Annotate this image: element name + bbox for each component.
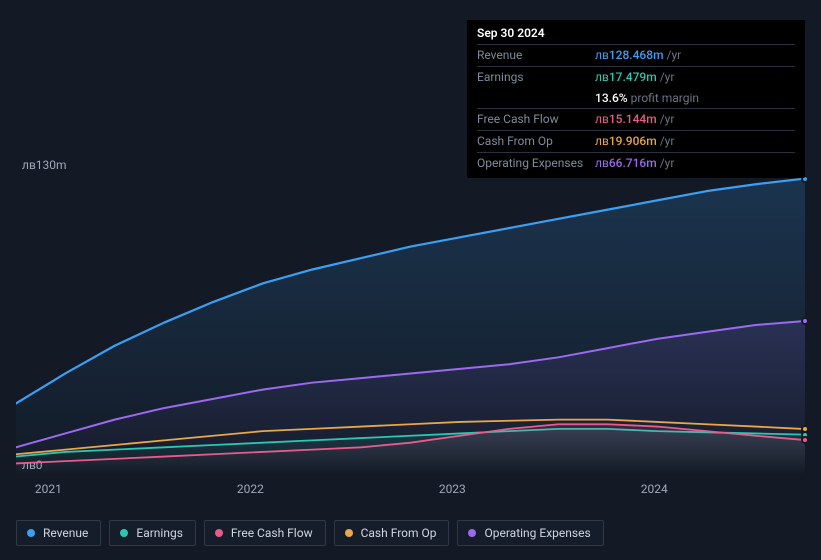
legend-label: Cash From Op: [361, 526, 437, 540]
legend-item[interactable]: Operating Expenses: [457, 520, 603, 546]
x-axis: 2021 2022 2023 2024: [16, 482, 805, 500]
tooltip-row: Operating Expensesлв66.716m/yr: [477, 152, 795, 174]
legend-label: Earnings: [136, 526, 183, 540]
tooltip-row-value: лв17.479m/yr: [595, 69, 795, 86]
x-axis-label: 2023: [439, 482, 466, 496]
tooltip-row: Earningsлв17.479m/yr: [477, 66, 795, 88]
legend-dot-icon: [120, 529, 128, 537]
legend-dot-icon: [468, 529, 476, 537]
tooltip-row-label: [477, 90, 595, 107]
chart-container: Sep 30 2024 Revenueлв128.468m/yrEarnings…: [0, 0, 821, 560]
x-axis-label: 2024: [641, 482, 668, 496]
legend-item[interactable]: Cash From Op: [334, 520, 450, 546]
legend-label: Revenue: [43, 526, 88, 540]
tooltip-row-label: Revenue: [477, 47, 595, 64]
legend-dot-icon: [345, 529, 353, 537]
legend-item[interactable]: Earnings: [109, 520, 196, 546]
tooltip-row-value: лв15.144m/yr: [595, 111, 795, 128]
series-end-marker: [801, 436, 809, 444]
chart-tooltip: Sep 30 2024 Revenueлв128.468m/yrEarnings…: [467, 20, 805, 178]
tooltip-date: Sep 30 2024: [477, 26, 795, 44]
tooltip-row-value: 13.6%profit margin: [595, 90, 795, 107]
tooltip-row-value: лв66.716m/yr: [595, 155, 795, 172]
tooltip-row: 13.6%profit margin: [477, 88, 795, 109]
x-axis-label: 2022: [237, 482, 264, 496]
series-end-marker: [801, 317, 809, 325]
tooltip-row: Cash From Opлв19.906m/yr: [477, 130, 795, 152]
tooltip-row-value: лв128.468m/yr: [595, 47, 795, 64]
tooltip-row-label: Earnings: [477, 69, 595, 86]
legend: Revenue Earnings Free Cash Flow Cash From O…: [16, 520, 604, 546]
tooltip-row-label: Free Cash Flow: [477, 111, 595, 128]
legend-dot-icon: [215, 529, 223, 537]
y-axis-top-label: лв130m: [22, 158, 67, 172]
x-axis-label: 2021: [35, 482, 62, 496]
line-chart: [16, 175, 805, 475]
legend-label: Free Cash Flow: [231, 526, 313, 540]
legend-dot-icon: [27, 529, 35, 537]
tooltip-row: Revenueлв128.468m/yr: [477, 44, 795, 66]
tooltip-row-value: лв19.906m/yr: [595, 133, 795, 150]
tooltip-row-label: Operating Expenses: [477, 155, 595, 172]
tooltip-row: Free Cash Flowлв15.144m/yr: [477, 108, 795, 130]
legend-item[interactable]: Revenue: [16, 520, 101, 546]
tooltip-row-label: Cash From Op: [477, 133, 595, 150]
legend-label: Operating Expenses: [484, 526, 590, 540]
legend-item[interactable]: Free Cash Flow: [204, 520, 326, 546]
